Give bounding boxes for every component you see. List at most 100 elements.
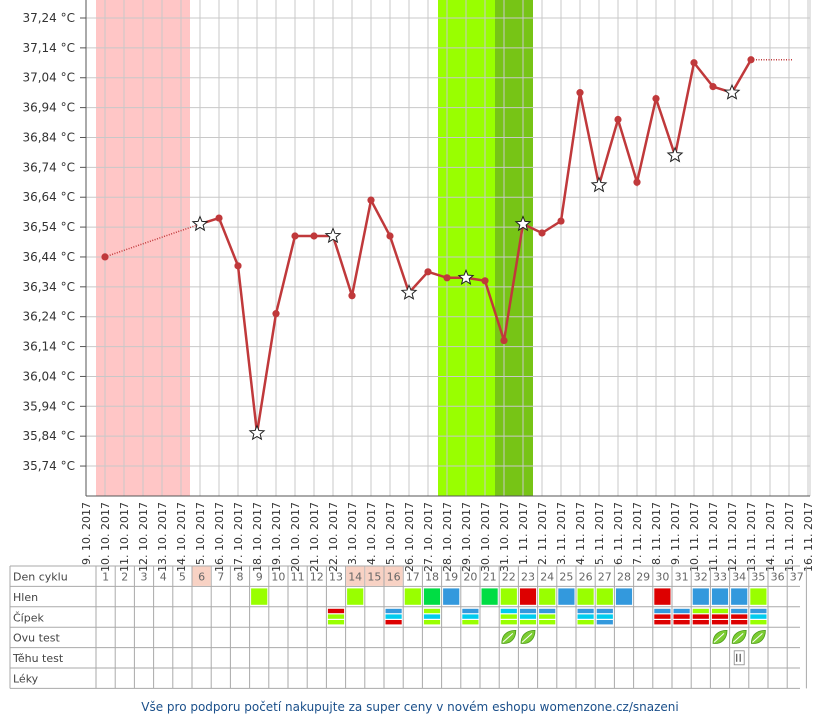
cipek-bar[interactable] [539,620,556,625]
temperature-star-marker[interactable] [400,283,418,300]
temperature-star-marker[interactable] [723,83,741,100]
pregnancy-test-icon[interactable] [733,650,745,666]
cipek-bar[interactable] [385,620,402,625]
hlen-cell[interactable] [500,588,517,605]
temperature-point[interactable] [633,178,641,186]
cipek-bar[interactable] [577,614,594,619]
cipek-bar[interactable] [596,608,613,614]
cipek-bar[interactable] [577,620,594,625]
temperature-point[interactable] [367,196,375,204]
cipek-bar[interactable] [692,620,709,625]
temperature-star-marker[interactable] [457,268,475,285]
hlen-cell[interactable] [539,588,556,605]
temperature-point[interactable] [272,310,280,318]
cipek-bar[interactable] [327,614,345,619]
cipek-bar[interactable] [673,614,690,619]
temperature-point[interactable] [348,292,356,300]
cipek-bar[interactable] [692,608,709,614]
footer-promo-text[interactable]: Vše pro podporu početí nakupujte za supe… [141,700,679,714]
cipek-bar[interactable] [731,614,748,619]
cipek-bar[interactable] [596,620,613,625]
temperature-point[interactable] [424,268,432,276]
cipek-bar[interactable] [750,608,767,614]
temperature-point[interactable] [747,56,755,64]
hlen-cell[interactable] [577,588,594,605]
temperature-point[interactable] [101,253,109,261]
hlen-cell[interactable] [596,588,613,605]
cipek-bar[interactable] [673,620,690,625]
cipek-bar[interactable] [519,614,537,619]
leaf-icon[interactable] [501,629,517,644]
cipek-bar[interactable] [596,614,613,619]
cipek-bar[interactable] [327,620,345,625]
cipek-bar[interactable] [423,620,441,625]
temperature-star-marker[interactable] [590,176,608,193]
temperature-point[interactable] [690,59,698,67]
temperature-star-marker[interactable] [324,227,342,244]
temperature-point[interactable] [234,262,242,270]
leaf-icon[interactable] [750,629,766,644]
cipek-bar[interactable] [385,608,402,614]
temperature-star-marker[interactable] [666,146,684,163]
temperature-point[interactable] [386,232,394,240]
cipek-bar[interactable] [711,620,729,625]
cipek-bar[interactable] [673,608,690,614]
temperature-point[interactable] [500,336,508,345]
temperature-star-marker[interactable] [514,215,532,232]
hlen-cell[interactable] [481,588,498,605]
temperature-point[interactable] [310,232,318,240]
temperature-star-marker[interactable] [248,424,266,441]
cipek-bar[interactable] [654,608,671,614]
leaf-icon[interactable] [712,629,728,644]
temperature-point[interactable] [709,83,717,91]
hlen-cell[interactable] [711,588,729,605]
cipek-bar[interactable] [462,620,479,625]
cipek-bar[interactable] [539,614,556,619]
temperature-point[interactable] [557,217,565,225]
cipek-bar[interactable] [500,620,517,625]
cipek-bar[interactable] [462,614,479,619]
temperature-star-marker[interactable] [191,215,209,232]
hlen-cell[interactable] [731,588,748,605]
cipek-bar[interactable] [519,608,537,614]
cipek-bar[interactable] [423,608,441,614]
cipek-bar[interactable] [654,620,671,625]
cipek-bar[interactable] [731,608,748,614]
hlen-cell[interactable] [423,588,441,605]
hlen-cell[interactable] [654,588,671,605]
cipek-bar[interactable] [654,614,671,619]
cipek-bar[interactable] [731,620,748,625]
cipek-bar[interactable] [500,608,517,614]
cipek-bar[interactable] [462,608,479,614]
hlen-cell[interactable] [519,588,537,605]
cipek-bar[interactable] [692,614,709,619]
temperature-point[interactable] [481,277,489,285]
hlen-cell[interactable] [347,588,364,605]
cipek-bar[interactable] [750,620,767,625]
temperature-point[interactable] [215,214,223,222]
cipek-bar[interactable] [519,620,537,625]
temperature-point[interactable] [538,229,546,237]
cipek-bar[interactable] [750,614,767,619]
hlen-cell[interactable] [615,588,633,605]
hlen-cell[interactable] [443,588,460,605]
cipek-bar[interactable] [539,608,556,614]
hlen-cell[interactable] [404,588,421,605]
temperature-point[interactable] [652,94,660,103]
hlen-cell[interactable] [558,588,575,605]
cipek-bar[interactable] [423,614,441,619]
temperature-point[interactable] [443,274,451,282]
temperature-point[interactable] [576,89,584,97]
cipek-bar[interactable] [327,608,345,614]
cipek-bar[interactable] [385,614,402,619]
temperature-point[interactable] [291,232,299,240]
temperature-point[interactable] [614,115,622,124]
hlen-cell[interactable] [750,588,767,605]
cipek-bar[interactable] [577,608,594,614]
cipek-bar[interactable] [500,614,517,619]
leaf-icon[interactable] [520,629,536,644]
hlen-cell[interactable] [251,588,268,605]
cipek-bar[interactable] [711,608,729,614]
cipek-bar[interactable] [711,614,729,619]
leaf-icon[interactable] [731,629,747,644]
